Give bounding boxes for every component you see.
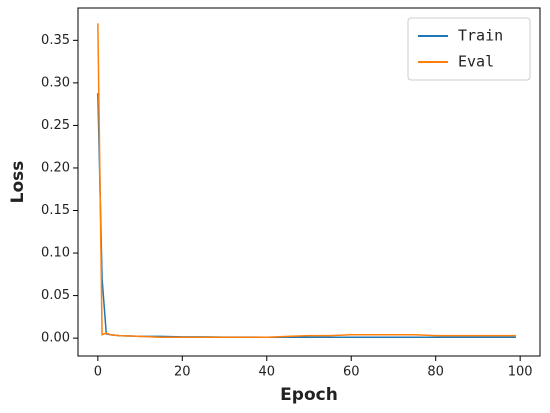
y-tick-label: 0.20: [41, 160, 70, 175]
x-tick-label: 100: [508, 365, 533, 380]
x-tick-label: 40: [258, 365, 275, 380]
legend-label: Train: [458, 27, 503, 45]
legend-label: Eval: [458, 53, 494, 71]
x-axis-title: Epoch: [280, 385, 338, 405]
x-tick-label: 20: [174, 365, 191, 380]
y-tick-label: 0.25: [41, 118, 70, 133]
y-tick-label: 0.30: [41, 75, 70, 90]
x-tick-label: 60: [343, 365, 360, 380]
series-line: [97, 23, 516, 339]
y-axis-title: Loss: [8, 161, 28, 204]
y-tick-label: 0.05: [41, 288, 70, 303]
series-line: [97, 93, 516, 339]
y-tick-label: 0.00: [41, 331, 70, 346]
plot-frame: [77, 7, 541, 357]
legend-box: [407, 17, 531, 81]
y-tick-label: 0.35: [41, 33, 70, 48]
x-tick-label: 80: [427, 365, 444, 380]
y-tick-label: 0.10: [41, 246, 70, 261]
y-tick-label: 0.15: [41, 203, 70, 218]
x-tick-label: 0: [94, 365, 102, 380]
